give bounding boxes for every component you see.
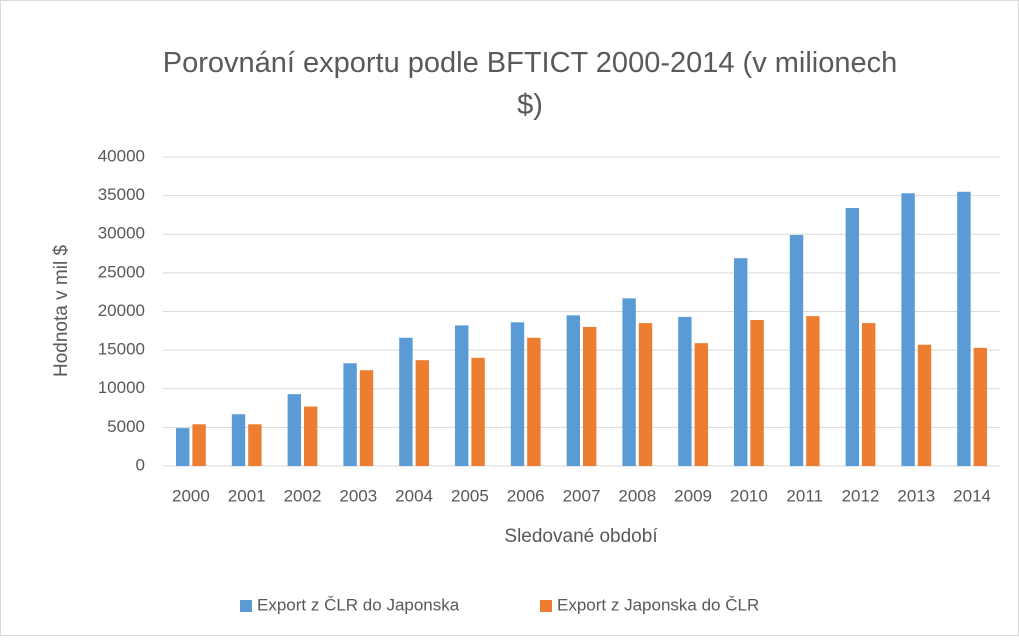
- y-tick-label: 15000: [98, 340, 145, 359]
- x-tick-label: 2002: [284, 486, 322, 505]
- x-tick-label: 2004: [395, 486, 433, 505]
- bar: [750, 319, 764, 466]
- bar: [415, 360, 429, 466]
- legend-swatch: [240, 600, 252, 612]
- bar: [455, 325, 469, 466]
- y-tick-label: 30000: [98, 224, 145, 243]
- x-tick-label: 2006: [507, 486, 545, 505]
- bar: [359, 370, 374, 466]
- bar: [957, 191, 971, 466]
- bar: [471, 357, 485, 466]
- bar: [566, 315, 580, 466]
- bar: [192, 424, 206, 466]
- x-tick-label: 2000: [172, 486, 210, 505]
- y-tick-label: 35000: [98, 185, 145, 204]
- x-tick-label: 2007: [563, 486, 601, 505]
- x-tick-label: 2003: [339, 486, 377, 505]
- bar: [399, 337, 413, 466]
- bar: [694, 343, 708, 466]
- x-tick-label: 2010: [730, 486, 768, 505]
- bar: [806, 316, 820, 466]
- bar: [638, 323, 653, 466]
- y-axis-label: Hodnota v mil $: [51, 245, 72, 377]
- y-tick-label: 20000: [98, 301, 145, 320]
- y-tick-label: 25000: [98, 262, 145, 281]
- y-tick-label: 5000: [107, 417, 145, 436]
- x-tick-label: 2014: [953, 486, 991, 505]
- bar: [862, 323, 876, 466]
- bar: [510, 322, 525, 466]
- bar: [845, 207, 859, 467]
- x-axis-label: Sledované období: [504, 526, 658, 547]
- bar: [176, 428, 190, 466]
- bar: [622, 298, 636, 466]
- y-tick-label: 0: [136, 455, 145, 474]
- bar: [527, 337, 541, 466]
- bar: [973, 347, 987, 466]
- x-tick-label: 2005: [451, 486, 489, 505]
- x-tick-label: 2009: [674, 486, 712, 505]
- y-tick-label: 10000: [98, 378, 145, 397]
- bar: [248, 424, 262, 466]
- bar: [734, 258, 748, 466]
- chart-title: Porovnání exportu podle BFTICT 2000-2014…: [162, 47, 898, 121]
- bar: [231, 414, 246, 466]
- legend-swatch: [540, 600, 552, 612]
- legend-label: Export z ČLR do Japonska: [257, 595, 460, 614]
- bar: [917, 344, 932, 466]
- bar: [678, 316, 692, 466]
- bar: [304, 406, 318, 466]
- legend-label: Export z Japonska do ČLR: [557, 595, 759, 614]
- bar: [287, 394, 301, 466]
- x-tick-label: 2001: [228, 486, 266, 505]
- y-tick-label: 40000: [98, 146, 145, 165]
- bar: [583, 326, 597, 466]
- bar: [789, 235, 804, 466]
- x-tick-label: 2008: [618, 486, 656, 505]
- x-tick-label: 2013: [897, 486, 935, 505]
- bar: [901, 193, 915, 466]
- title-box: Porovnání exportu podle BFTICT 2000-2014…: [162, 47, 898, 121]
- bar: [343, 363, 357, 466]
- x-tick-label: 2011: [786, 486, 823, 505]
- x-tick-label: 2012: [842, 486, 880, 505]
